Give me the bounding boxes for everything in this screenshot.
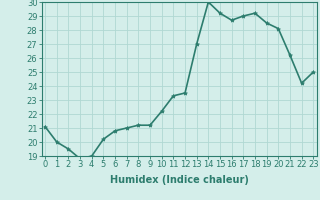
X-axis label: Humidex (Indice chaleur): Humidex (Indice chaleur) <box>110 175 249 185</box>
